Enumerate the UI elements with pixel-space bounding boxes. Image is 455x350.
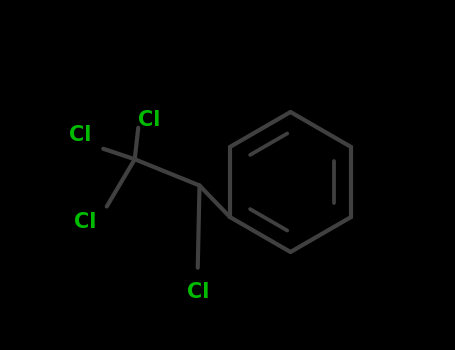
Text: Cl: Cl — [187, 282, 209, 302]
Text: Cl: Cl — [138, 110, 161, 130]
Text: Cl: Cl — [74, 212, 96, 232]
Text: Cl: Cl — [69, 125, 91, 145]
